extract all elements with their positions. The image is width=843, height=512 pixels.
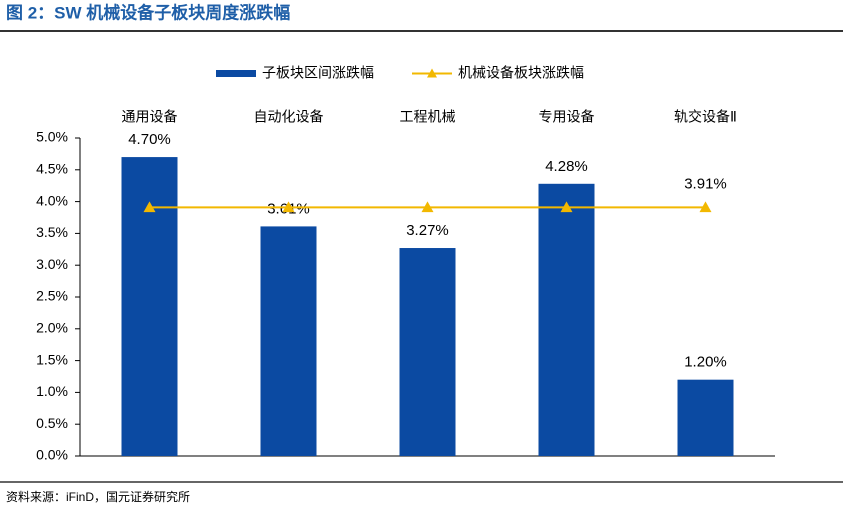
line-marker <box>699 201 712 213</box>
bar <box>399 248 456 456</box>
category-label: 通用设备 <box>122 109 178 125</box>
y-tick-label: 4.0% <box>36 192 68 208</box>
bar <box>538 183 595 457</box>
category-label: 工程机械 <box>400 109 456 125</box>
source-note: 资料来源：iFinD，国元证券研究所 <box>6 489 190 504</box>
bar <box>260 226 317 456</box>
y-tick-label: 3.5% <box>36 224 68 240</box>
legend-swatch <box>427 68 437 78</box>
data-label: 3.27% <box>406 222 449 239</box>
category-label: 轨交设备Ⅱ <box>674 109 737 125</box>
data-label: 1.20% <box>684 354 727 371</box>
legend-label: 子板块区间涨跌幅 <box>262 65 374 81</box>
y-tick-label: 2.5% <box>36 288 68 304</box>
legend-label: 机械设备板块涨跌幅 <box>458 65 584 81</box>
data-label: 4.70% <box>128 131 171 148</box>
y-tick-label: 1.0% <box>36 383 68 399</box>
line-marker <box>282 201 295 213</box>
y-tick-label: 1.5% <box>36 351 68 367</box>
y-tick-label: 5.0% <box>36 129 68 145</box>
data-label: 4.28% <box>545 158 588 175</box>
y-tick-label: 4.5% <box>36 161 68 177</box>
line-marker <box>560 201 573 213</box>
y-tick-label: 3.0% <box>36 256 68 272</box>
line-marker <box>421 201 434 213</box>
bar <box>677 379 734 456</box>
y-tick-label: 2.0% <box>36 320 68 336</box>
line-marker <box>143 201 156 213</box>
data-label: 3.91% <box>684 175 727 192</box>
y-tick-label: 0.5% <box>36 415 68 431</box>
chart-title: 图 2：SW 机械设备子板块周度涨跌幅 <box>6 2 290 22</box>
legend-swatch <box>216 70 256 77</box>
category-label: 专用设备 <box>539 109 595 125</box>
y-tick-label: 0.0% <box>36 447 68 463</box>
category-label: 自动化设备 <box>254 109 324 125</box>
